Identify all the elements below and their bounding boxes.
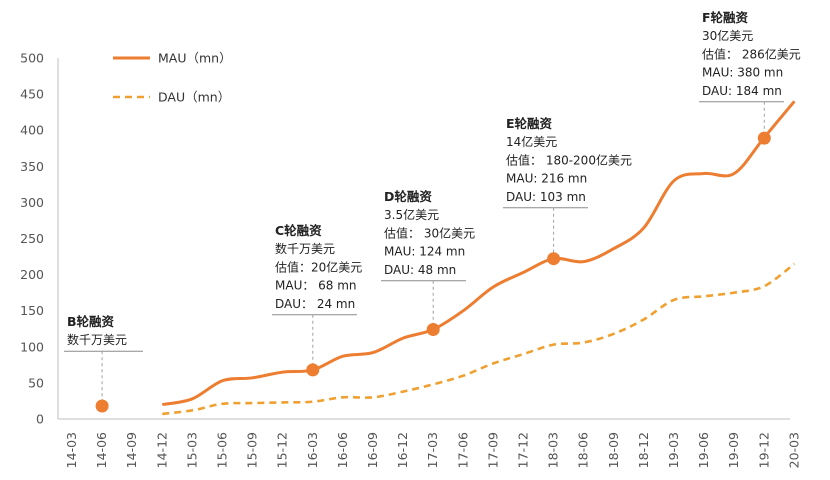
milestone-detail: MAU: 380 mn [702,66,783,80]
x-tick-label: 17-12 [516,432,531,468]
y-tick-label: 100 [20,339,44,354]
axes [57,58,790,420]
x-tick-label: 17-09 [485,432,500,468]
milestone-detail: 30亿美元 [702,28,753,43]
y-tick-label: 450 [20,87,44,102]
milestone-detail: 3.5亿美元 [384,207,439,222]
milestone-title: D轮融资 [384,189,432,204]
x-tick-label: 17-03 [425,432,440,468]
y-tick-label: 350 [20,159,44,174]
milestone-detail: 估值：20亿美元 [275,259,362,274]
milestone-detail: 估值： 286亿美元 [702,46,801,61]
legend: MAU（mn） DAU（mn） [113,51,232,105]
x-tick-label: 15-12 [275,432,290,468]
x-tick-label: 18-06 [576,432,591,468]
milestone-marker [547,252,561,266]
x-tick-label: 19-06 [696,432,711,468]
milestone-marker [757,131,771,145]
milestone-marker [426,322,440,336]
milestone-detail: MAU： 68 mn [275,279,357,293]
x-tick-label: 16-12 [395,432,410,468]
x-tick-label: 16-03 [305,432,320,468]
y-tick-label: 200 [20,267,44,282]
milestone-detail: 估值： 30亿美元 [384,225,475,240]
milestone-detail: DAU: 184 mn [702,84,782,98]
milestone-detail: DAU： 24 mn [275,297,355,311]
y-tick-label: 0 [36,412,44,427]
x-tick-label: 18-12 [636,432,651,468]
milestone-detail: 数千万美元 [67,332,127,347]
y-tick-label: 250 [20,231,44,246]
milestone-detail: 数千万美元 [275,241,335,256]
y-tick-label: 300 [20,195,44,210]
milestone-title: F轮融资 [702,10,749,25]
milestone-title: B轮融资 [67,314,115,329]
y-tick-label: 500 [20,51,44,66]
x-tick-label: 15-03 [184,432,199,468]
x-tick-label: 14-06 [94,432,109,468]
x-tick-label: 17-06 [455,432,470,468]
y-tick-label: 400 [20,123,44,138]
x-tick-label: 19-03 [666,432,681,468]
y-tick-labels: 0 50 100 150 200 250 300 350 400 450 500 [20,51,44,427]
milestone-detail: DAU: 103 mn [506,190,586,204]
milestone-detail: 估值： 180-200亿美元 [506,152,632,167]
y-tick-label: 50 [28,375,44,390]
x-tick-label: 18-09 [606,432,621,468]
x-tick-label: 20-03 [786,432,801,468]
milestone-marker [306,363,320,377]
x-tick-label: 14-03 [64,432,79,468]
legend-label-mau: MAU（mn） [158,51,232,66]
milestone-detail: DAU: 48 mn [384,263,456,277]
mau-series-line [162,100,796,407]
dau-series-line [162,262,796,416]
milestone-detail: MAU: 216 mn [506,172,587,186]
milestone-detail: MAU: 124 mn [384,245,465,259]
x-tick-label: 16-06 [335,432,350,468]
x-tick-label: 16-09 [365,432,380,468]
y-tick-label: 150 [20,303,44,318]
series-lines [162,100,796,416]
x-tick-label: 14-12 [154,432,169,468]
x-tick-label: 18-03 [546,432,561,468]
x-tick-label: 19-12 [756,432,771,468]
milestone-title: C轮融资 [275,223,322,238]
milestone-marker [95,399,109,413]
x-tick-label: 15-09 [245,432,260,468]
x-tick-label: 14-09 [124,432,139,468]
legend-label-dau: DAU（mn） [158,90,230,105]
x-tick-labels: 14-03 14-06 14-09 14-12 15-03 15-06 15-09 15-12… [64,432,801,468]
x-tick-label: 19-09 [726,432,741,468]
milestone-title: E轮融资 [506,116,553,131]
x-tick-label: 15-06 [215,432,230,468]
milestone-detail: 14亿美元 [506,134,557,149]
